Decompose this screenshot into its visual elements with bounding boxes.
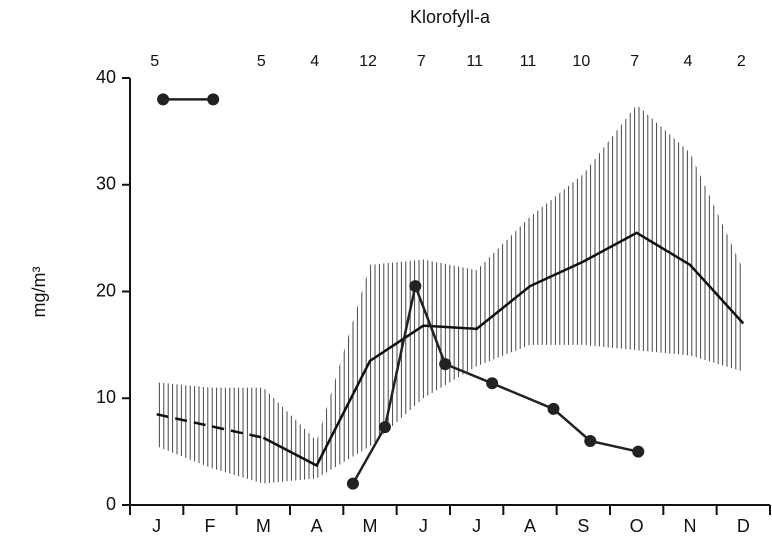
x-tick-label: S [577,516,589,536]
observed-point [346,477,359,490]
x-tick-label: N [684,516,697,536]
observed-point [547,402,560,415]
mean-line [262,231,745,468]
sample-count: 12 [359,53,377,70]
sample-count: 5 [257,53,266,70]
x-tick-label: F [205,516,216,536]
x-tick-label: M [363,516,378,536]
y-axis-label: mg/m³ [29,267,49,318]
sample-count: 7 [417,53,426,70]
sample-count: 11 [466,53,483,70]
observed-point [409,280,422,293]
chart-title: Klorofyll-a [410,7,491,27]
observed-point [439,358,452,371]
observed-point [157,93,170,106]
sample-count: 5 [150,53,159,70]
sample-count: 10 [572,53,590,70]
x-tick-label: O [630,516,644,536]
sample-count: 4 [684,53,693,70]
y-tick-label: 40 [96,67,116,87]
observed-point [486,377,499,390]
sample-count: 2 [737,53,746,70]
x-tick-label: J [419,516,428,536]
sample-count: 4 [310,53,319,70]
observed-line [351,281,639,485]
sample-count: 11 [520,53,537,70]
x-tick-label: D [737,516,750,536]
y-tick-label: 30 [96,174,116,194]
observed-point [632,445,645,458]
x-tick-label: A [311,516,323,536]
y-tick-label: 20 [96,280,116,300]
y-tick-label: 10 [96,387,116,407]
x-tick-label: J [472,516,481,536]
observed-point [207,93,220,106]
sample-count: 7 [630,53,639,70]
y-tick-label: 0 [106,494,116,514]
range-band [156,104,744,484]
x-tick-label: A [524,516,536,536]
observed-point [378,421,391,434]
x-tick-label: J [152,516,161,536]
observed-point [584,434,597,447]
x-tick-label: M [256,516,271,536]
